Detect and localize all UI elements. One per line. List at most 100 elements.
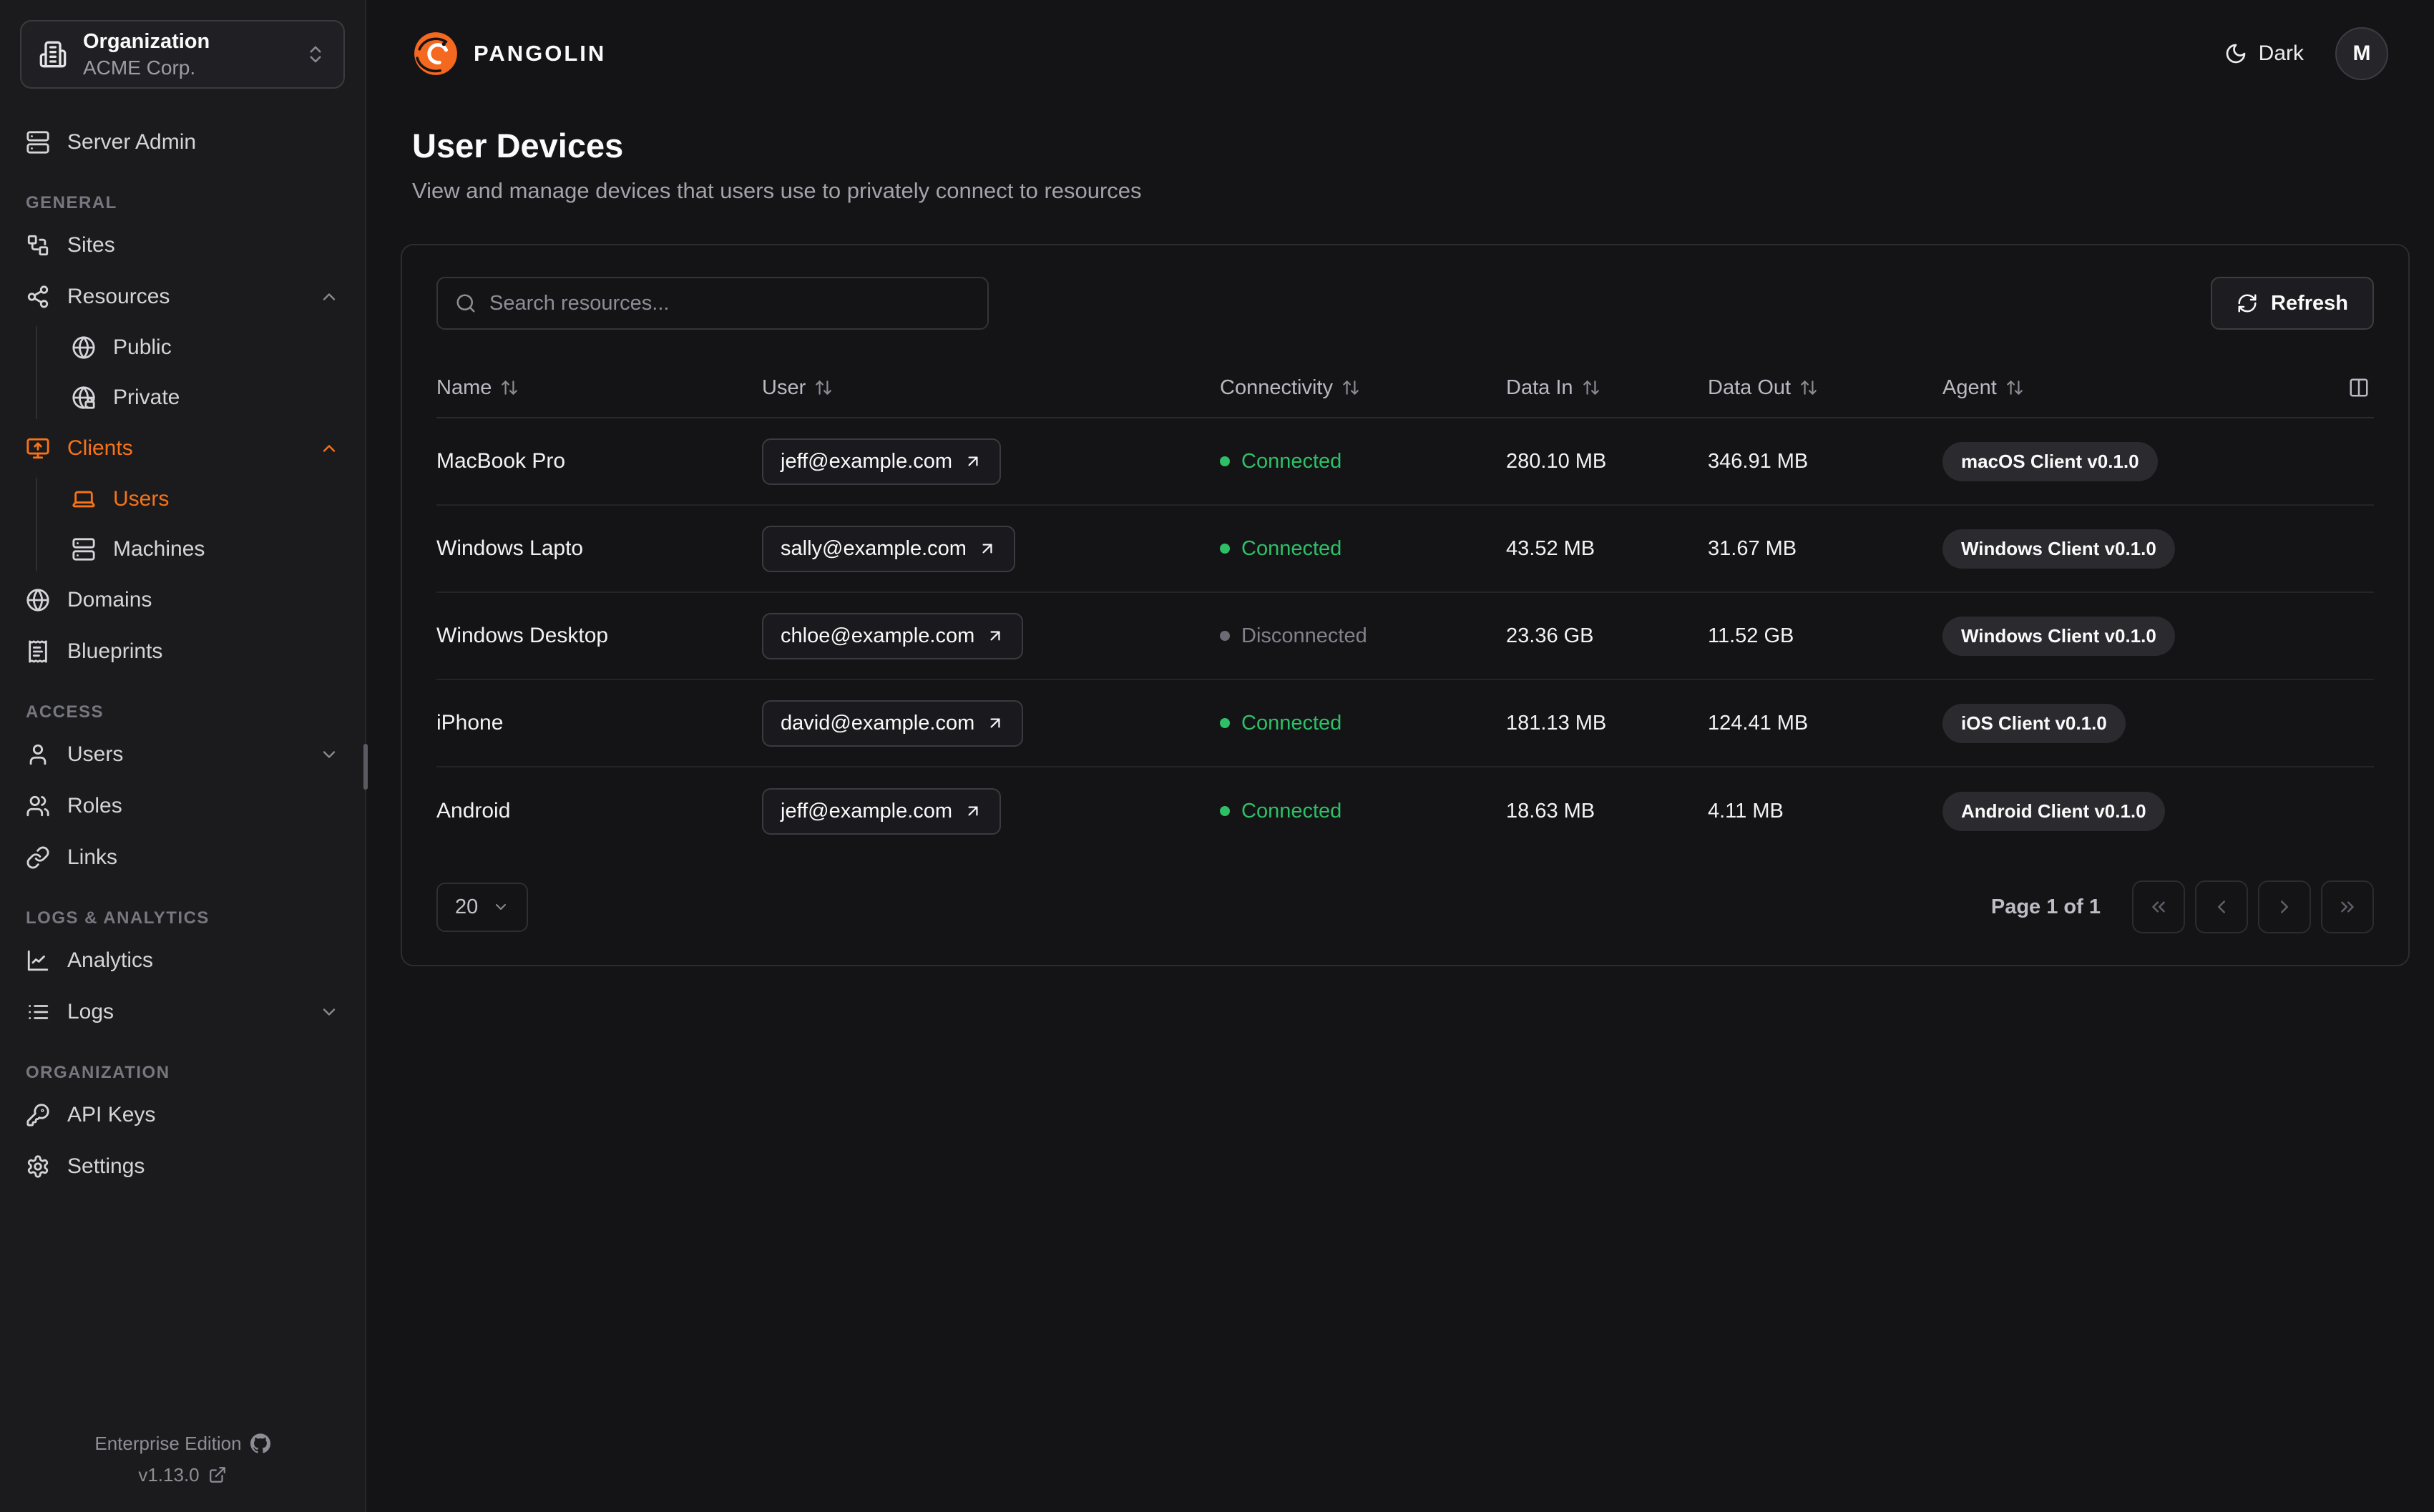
table-row[interactable]: iPhone david@example.com Connected 181.1… (436, 680, 2374, 767)
sidebar-item-label: Clients (67, 436, 133, 460)
sidebar-item-analytics[interactable]: Analytics (20, 938, 345, 983)
table-row[interactable]: Android jeff@example.com Connected 18.63… (436, 767, 2374, 855)
chevron-down-icon (323, 751, 336, 758)
sidebar-item-public[interactable]: Public (66, 326, 345, 369)
sidebar-resize-handle[interactable] (363, 744, 368, 790)
status-dot (1220, 544, 1230, 554)
refresh-label: Refresh (2271, 291, 2348, 315)
data-out-value: 4.11 MB (1708, 799, 1784, 823)
resources-subgroup: Public Private (36, 326, 345, 419)
sidebar-item-domains[interactable]: Domains (20, 578, 345, 622)
status-text: Disconnected (1241, 624, 1367, 647)
moon-icon (2226, 44, 2245, 64)
table-row[interactable]: Windows Desktop chloe@example.com Discon… (436, 593, 2374, 680)
theme-toggle[interactable]: Dark (2224, 41, 2304, 66)
sidebar-item-blueprints[interactable]: Blueprints (20, 629, 345, 674)
column-header-name[interactable]: Name (436, 376, 762, 400)
share-network-icon (27, 285, 49, 308)
sidebar-item-settings[interactable]: Settings (20, 1144, 345, 1189)
sidebar-item-users[interactable]: Users (20, 732, 345, 777)
github-icon (250, 1433, 270, 1453)
sidebar-item-links[interactable]: Links (20, 835, 345, 880)
sidebar-item-resources[interactable]: Resources (20, 275, 345, 319)
column-label: Agent (1942, 375, 1997, 399)
user-icon (29, 744, 47, 765)
arrow-up-right-icon (982, 544, 992, 554)
search-icon (456, 294, 475, 313)
column-header-agent[interactable]: Agent (1942, 376, 2332, 400)
data-out-value: 346.91 MB (1708, 449, 1809, 473)
chevrons-right-icon (2341, 901, 2354, 913)
table-row[interactable]: MacBook Pro jeff@example.com Connected 2… (436, 418, 2374, 506)
column-label: Data Out (1708, 375, 1792, 399)
sidebar-item-label: Settings (67, 1154, 145, 1178)
avatar[interactable]: M (2335, 27, 2388, 80)
chevron-left-icon (2218, 900, 2225, 913)
sidebar-item-label: Private (113, 386, 180, 409)
arrow-up-right-icon (968, 456, 978, 466)
search-input[interactable] (489, 291, 970, 315)
column-header-connectivity[interactable]: Connectivity (1220, 376, 1506, 400)
column-header-data-in[interactable]: Data In (1506, 376, 1708, 400)
data-in-value: 43.52 MB (1506, 536, 1595, 560)
column-header-data-out[interactable]: Data Out (1708, 376, 1942, 400)
sidebar-item-private[interactable]: Private (66, 376, 345, 419)
first-page-button[interactable] (2132, 880, 2185, 933)
status-text: Connected (1241, 711, 1342, 735)
sidebar-item-label: Resources (67, 285, 170, 308)
monitor-up-icon (26, 438, 49, 459)
sidebar-item-api-keys[interactable]: API Keys (20, 1093, 345, 1137)
sort-icon (2006, 381, 2023, 395)
sidebar: Organization ACME Corp. Server Admin GEN… (0, 0, 368, 1512)
pagination-controls: Page 1 of 1 (1991, 880, 2374, 933)
data-in-value: 18.63 MB (1506, 799, 1595, 823)
list-icon (29, 1005, 49, 1019)
last-page-button[interactable] (2321, 880, 2374, 933)
sidebar-item-logs[interactable]: Logs (20, 990, 345, 1034)
page-subtitle: View and manage devices that users use t… (412, 178, 1142, 203)
refresh-button[interactable]: Refresh (2211, 277, 2374, 330)
sort-icon (1583, 381, 1599, 395)
device-name: MacBook Pro (436, 449, 566, 473)
workflow-icon (27, 235, 49, 256)
next-page-button[interactable] (2258, 880, 2311, 933)
data-out-value: 11.52 GB (1708, 624, 1794, 647)
user-link[interactable]: chloe@example.com (762, 612, 1024, 659)
refresh-icon (2238, 294, 2257, 313)
sidebar-item-clients-users[interactable]: Users (66, 478, 345, 521)
org-selector[interactable]: Organization ACME Corp. (20, 20, 345, 89)
search-box (436, 277, 989, 330)
user-link[interactable]: jeff@example.com (762, 438, 1002, 485)
version-label: v1.13.0 (138, 1463, 200, 1486)
agent-badge: Windows Client v0.1.0 (1942, 529, 2175, 569)
table-row[interactable]: Windows Lapto sally@example.com Connecte… (436, 506, 2374, 593)
user-link[interactable]: sally@example.com (762, 525, 1015, 572)
sidebar-item-server-admin[interactable]: Server Admin (20, 120, 345, 165)
topbar-right: Dark M (2224, 27, 2388, 80)
sidebar-item-sites[interactable]: Sites (20, 223, 345, 267)
sort-icon (1343, 381, 1359, 395)
version-link[interactable]: v1.13.0 (0, 1459, 365, 1491)
prev-page-button[interactable] (2195, 880, 2248, 933)
chevron-up-icon (323, 445, 336, 452)
topbar: PANGOLIN Dark M (366, 0, 2434, 107)
sidebar-item-machines[interactable]: Machines (66, 528, 345, 571)
sidebar-item-label: API Keys (67, 1103, 156, 1126)
section-label-general: GENERAL (26, 193, 117, 212)
column-toggle-button[interactable] (2344, 373, 2374, 403)
pangolin-logo-icon (414, 32, 457, 75)
column-header-user[interactable]: User (762, 376, 1220, 400)
sidebar-item-clients[interactable]: Clients (20, 426, 345, 471)
connectivity-status: Connected (1220, 712, 1506, 735)
section-label-logs-analytics: LOGS & ANALYTICS (26, 908, 210, 928)
sidebar-item-label: Analytics (67, 948, 154, 972)
sidebar-item-label: Users (113, 487, 170, 511)
device-name: iPhone (436, 711, 504, 735)
user-link[interactable]: david@example.com (762, 699, 1024, 747)
page-size-select[interactable]: 20 (436, 882, 529, 932)
sidebar-item-roles[interactable]: Roles (20, 784, 345, 828)
edition-link[interactable]: Enterprise Edition (0, 1428, 365, 1459)
agent-badge: Windows Client v0.1.0 (1942, 616, 2175, 656)
user-link[interactable]: jeff@example.com (762, 787, 1002, 835)
avatar-initial: M (2352, 41, 2371, 65)
